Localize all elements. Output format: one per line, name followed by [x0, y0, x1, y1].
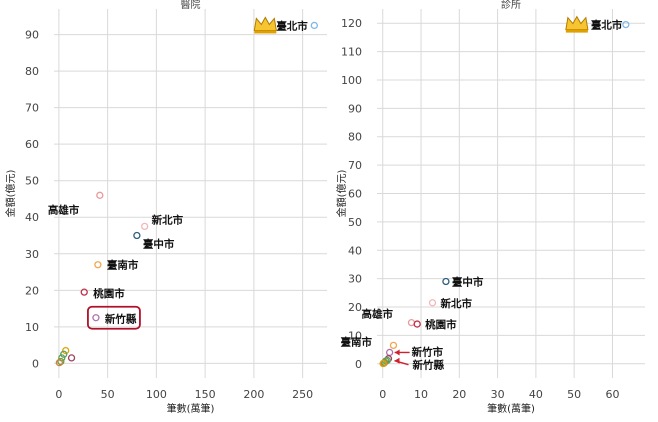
data-point — [379, 359, 387, 368]
data-point — [60, 350, 68, 358]
point-label: 臺南市 — [107, 259, 139, 272]
data-point — [141, 222, 149, 231]
point-label: 臺中市 — [452, 275, 484, 288]
point-label: 高雄市 — [48, 203, 80, 216]
data-point — [57, 357, 65, 366]
y-tick-label: 100 — [341, 74, 362, 87]
data-point — [92, 314, 100, 322]
x-tick-label: 50 — [101, 388, 115, 401]
data-point — [428, 299, 437, 307]
y-tick-label: 50 — [25, 175, 39, 188]
data-point — [80, 288, 88, 296]
data-point — [310, 21, 318, 30]
point-label: 新竹縣 — [412, 359, 444, 372]
crown-icon — [253, 16, 277, 31]
y-tick-label: 90 — [348, 102, 362, 115]
y-tick-label: 70 — [25, 102, 39, 115]
y-tick-label: 110 — [341, 46, 362, 59]
chart-title: 醫院 — [181, 0, 201, 11]
point-label: 臺北市 — [276, 19, 308, 32]
point-label: 新竹縣 — [105, 313, 137, 326]
y-tick-label: 40 — [25, 211, 39, 224]
point-label: 桃園市 — [425, 318, 457, 331]
point-label: 臺中市 — [143, 238, 175, 251]
y-tick-label: 70 — [348, 159, 362, 172]
y-tick-label: 120 — [341, 17, 362, 30]
y-tick-label: 10 — [348, 329, 362, 342]
data-point — [442, 277, 450, 286]
point-label: 新竹市 — [412, 345, 444, 358]
y-tick-label: 0 — [355, 358, 362, 371]
y-tick-label: 90 — [25, 29, 39, 42]
x-tick-label: 60 — [605, 388, 619, 401]
panel-2: 0 10 20 30 40 50 60 0 10 20 30 40 50 60 70 80 90 100 110 12… — [335, 0, 645, 415]
arrow-head — [394, 357, 400, 364]
y-tick-label: 50 — [348, 216, 362, 229]
y-axis-label: 金額(億元) — [335, 170, 348, 218]
x-tick-label: 30 — [491, 388, 505, 401]
point-label: 臺南市 — [340, 335, 372, 348]
data-point — [407, 318, 416, 327]
x-tick-label: 0 — [379, 388, 386, 401]
point-label: 高雄市 — [361, 308, 393, 321]
x-tick-label: 0 — [55, 388, 62, 401]
y-tick-label: 80 — [348, 131, 362, 144]
data-point — [389, 341, 398, 350]
y-tick-label: 30 — [348, 273, 362, 286]
data-point — [133, 231, 141, 240]
panel-1: 0 50 100 150 200 250 0 10 20 30 40 50 60 70 80 90 醫院筆數(萬… — [4, 0, 327, 415]
y-axis-label: 金額(億元) — [4, 170, 17, 218]
x-tick-label: 250 — [292, 388, 313, 401]
arrow-head — [394, 349, 400, 356]
crown-base — [565, 29, 588, 33]
x-tick-label: 40 — [529, 388, 543, 401]
y-tick-label: 80 — [25, 65, 39, 78]
y-tick-label: 10 — [25, 321, 39, 334]
data-point — [62, 346, 70, 355]
x-tick-label: 20 — [452, 388, 466, 401]
data-point — [385, 348, 394, 357]
y-tick-label: 60 — [25, 138, 39, 151]
y-tick-label: 20 — [25, 284, 39, 297]
x-tick-label: 200 — [243, 388, 264, 401]
chart-title: 診所 — [501, 0, 521, 11]
y-tick-label: 30 — [25, 248, 39, 261]
data-point — [96, 191, 104, 199]
y-tick-label: 0 — [32, 357, 39, 370]
data-point — [67, 354, 76, 362]
crown-icon — [565, 15, 589, 31]
data-point — [94, 261, 102, 269]
point-label: 新北市 — [152, 213, 184, 226]
data-point — [413, 320, 421, 328]
data-point — [55, 359, 64, 367]
crown-base — [254, 30, 277, 34]
x-tick-label: 50 — [567, 388, 581, 401]
point-label: 桃園市 — [93, 287, 125, 300]
point-label: 新北市 — [441, 297, 473, 310]
x-tick-label: 150 — [195, 388, 216, 401]
y-tick-label: 20 — [348, 301, 362, 314]
x-axis-label: 筆數(萬筆) — [167, 402, 215, 415]
data-point — [622, 20, 630, 29]
x-tick-label: 100 — [146, 388, 167, 401]
y-tick-label: 60 — [348, 188, 362, 201]
y-tick-label: 40 — [348, 244, 362, 257]
highlight-box — [87, 305, 141, 330]
point-label: 臺北市 — [591, 19, 623, 32]
data-point — [381, 358, 389, 367]
x-axis-label: 筆數(萬筆) — [487, 402, 535, 415]
x-tick-label: 10 — [414, 388, 428, 401]
